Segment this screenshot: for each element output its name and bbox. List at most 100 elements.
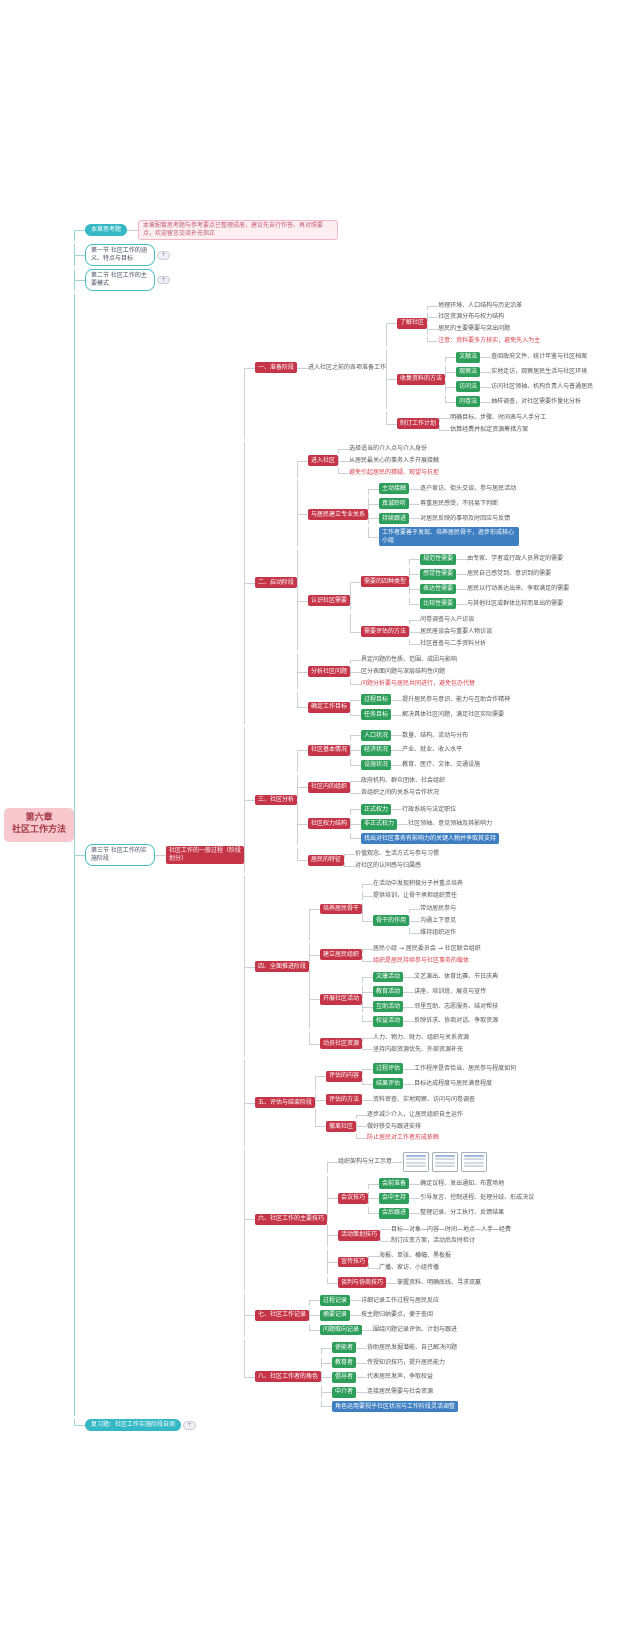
mindmap-node-plain[interactable]: 政府机构、群众团体、社会组织 xyxy=(361,777,446,785)
mindmap-node-plain[interactable]: 社区领袖、意见领袖及其影响力 xyxy=(408,820,493,828)
mindmap-node-plain[interactable]: 界定问题的性质、范围、成因与影响 xyxy=(361,656,458,664)
mindmap-node-red[interactable]: 四、全面推进阶段 xyxy=(255,961,310,973)
mindmap-node-green[interactable]: 过程评估 xyxy=(373,1063,404,1075)
mindmap-node-red[interactable]: 了解社区 xyxy=(397,317,428,329)
mindmap-node-plain[interactable]: 问卷调查与入户访谈 xyxy=(420,616,475,624)
mindmap-node-red[interactable]: 六、社区工作的主要技巧 xyxy=(255,1213,328,1225)
mindmap-node-plain[interactable]: 估算经费并拟定资源筹措方案 xyxy=(450,425,529,433)
section-2-node[interactable]: 第二节 社区工作的主要模式 xyxy=(85,269,156,291)
mindmap-node-green[interactable]: 使能者 xyxy=(332,1342,357,1354)
mindmap-node-plain[interactable]: 坚持内部资源优先、外部资源补充 xyxy=(373,1045,464,1053)
mindmap-node-red[interactable]: 评估的方法 xyxy=(326,1094,363,1106)
mindmap-node-blue[interactable]: 角色运用要视乎社区状况与工作阶段灵活调整 xyxy=(332,1401,459,1412)
mindmap-node-plain[interactable]: 确定议程、发出通知、布置场地 xyxy=(420,1179,505,1187)
mindmap-node-red[interactable]: 建立居民组织 xyxy=(320,949,363,961)
mindmap-node-green[interactable]: 互助活动 xyxy=(373,1001,404,1012)
mindmap-node-plain[interactable]: 提供培训，让骨干承担组织责任 xyxy=(373,891,458,899)
mindmap-node-red[interactable]: 与居民建立专业关系 xyxy=(308,509,369,520)
mindmap-node-green[interactable]: 访问法 xyxy=(456,381,481,393)
mindmap-node-green[interactable]: 权益活动 xyxy=(373,1015,404,1027)
mindmap-node-redtext[interactable]: 避免引起居民的猜疑、观望与抗拒 xyxy=(349,468,440,476)
mindmap-node-plain[interactable]: 社区资源分布与权力结构 xyxy=(438,313,505,321)
mindmap-node-plain[interactable]: 维持组织运作 xyxy=(420,928,457,936)
diagram-thumbnail[interactable] xyxy=(461,1151,488,1172)
mindmap-node-red[interactable]: 需要评估的方法 xyxy=(361,626,410,638)
mindmap-node-plain[interactable]: 尊重居民感受，不轻易下判断 xyxy=(420,499,499,507)
mindmap-node-plain[interactable]: 查阅政府文件、统计年鉴与社区档案 xyxy=(491,353,588,361)
mindmap-node-blue[interactable]: 工作者要善于发现、培养居民骨干，逐步形成核心小组 xyxy=(379,527,520,546)
mindmap-node-redtext[interactable]: 问题分析要与居民共同进行，避免包办代替 xyxy=(361,679,476,687)
mindmap-node-red[interactable]: 活动策划技巧 xyxy=(338,1229,381,1241)
review-node[interactable]: 复习题：社区工作实施阶段自测 xyxy=(85,1419,182,1432)
mindmap-node-red[interactable]: 社区内的组织 xyxy=(308,781,351,793)
mindmap-node-green[interactable]: 文献法 xyxy=(456,351,481,363)
collapse-badge[interactable]: + xyxy=(157,275,171,285)
mindmap-node-green[interactable]: 会中主持 xyxy=(379,1192,410,1204)
mindmap-node-plain[interactable]: 逐户家访、街头交谈、参与居民活动 xyxy=(420,484,517,492)
mindmap-node-plain[interactable]: 整理记录、分工执行、反馈结果 xyxy=(420,1209,505,1217)
mindmap-node-red[interactable]: 五、评估与结束阶段 xyxy=(255,1097,316,1109)
mindmap-node-plain[interactable]: 引导发言、控制进程、处理分歧、形成决议 xyxy=(420,1194,535,1202)
mindmap-node-plain[interactable]: 在活动中发现积极分子并重点培养 xyxy=(373,879,464,887)
mindmap-node-red[interactable]: 撤离社区 xyxy=(326,1121,357,1132)
mindmap-node-red[interactable]: 宣传技巧 xyxy=(338,1256,369,1268)
mindmap-node-red[interactable]: 居民的特征 xyxy=(308,854,345,866)
mindmap-node-plain[interactable]: 社区普查与二手资料分析 xyxy=(420,639,487,647)
mindmap-node-plain[interactable]: 教育、医疗、文体、交通设施 xyxy=(402,761,481,769)
mindmap-node-plain[interactable]: 反映诉求、协商对话、争取资源 xyxy=(414,1017,499,1025)
mindmap-node-green[interactable]: 主动接触 xyxy=(379,483,410,495)
mindmap-node-redtext[interactable]: 注意：资料要多方核实，避免先入为主 xyxy=(438,337,541,344)
mindmap-node-red[interactable]: 动员社区资源 xyxy=(320,1038,363,1049)
mindmap-node-green[interactable]: 过程记录 xyxy=(320,1295,351,1306)
root-node[interactable]: 第六章 社区工作方法 xyxy=(4,808,75,842)
mindmap-node-plain[interactable]: 数量、结构、流动与分布 xyxy=(402,731,469,739)
mindmap-node-green[interactable]: 文康活动 xyxy=(373,971,404,983)
mindmap-node-redtext[interactable]: 组织是居民持续参与社区事务的载体 xyxy=(373,956,470,964)
mindmap-node-red[interactable]: 认识社区需要 xyxy=(308,595,351,607)
mindmap-node-blue[interactable]: 找出对社区事务有影响力的关键人物并争取其支持 xyxy=(361,833,500,844)
mindmap-node-plain[interactable]: 逐步减少介入，让居民组织自主运作 xyxy=(367,1110,464,1118)
mindmap-node-green[interactable]: 非正式权力 xyxy=(361,818,398,830)
mindmap-node-red[interactable]: 分析社区问题 xyxy=(308,666,351,678)
mindmap-node-plain[interactable]: 从居民最关心的事务入手开展接触 xyxy=(349,456,440,464)
mindmap-node-red[interactable]: 二、启动阶段 xyxy=(255,577,298,588)
mindmap-node-green[interactable]: 教育活动 xyxy=(373,986,404,998)
mindmap-node-green[interactable]: 表达性需要 xyxy=(420,583,457,595)
mindmap-node-green[interactable]: 摘要记录 xyxy=(320,1309,351,1321)
mindmap-node-red[interactable]: 确定工作目标 xyxy=(308,701,351,713)
mindmap-node-green[interactable]: 倡导者 xyxy=(332,1371,357,1383)
mindmap-node-green[interactable]: 真诚聆听 xyxy=(379,498,410,510)
mindmap-node-red[interactable]: 需要的四种类型 xyxy=(361,576,410,587)
mindmap-node-plain[interactable]: 各组织之间的关系与合作状况 xyxy=(361,789,440,797)
mindmap-node-plain[interactable]: 地理环境、人口结构与历史沿革 xyxy=(438,301,523,309)
mindmap-node-green[interactable]: 问卷法 xyxy=(456,396,481,407)
mindmap-node-green[interactable]: 持续跟进 xyxy=(379,513,410,524)
mindmap-node-plain[interactable]: 提升居民参与意识、能力与互助合作精神 xyxy=(402,695,511,703)
mindmap-node-plain[interactable]: 协助居民发掘潜能、自己解决问题 xyxy=(367,1343,458,1351)
mindmap-node-plain[interactable]: 组织架构与分工示意 xyxy=(338,1157,393,1165)
mindmap-node-green[interactable]: 观察法 xyxy=(456,366,481,378)
mindmap-node-plain[interactable]: 对居民反映的事项及时回应与反馈 xyxy=(420,514,511,522)
mindmap-node-plain[interactable]: 居民小组 → 居民委员会 → 社区联合组织 xyxy=(373,944,481,952)
process-node[interactable]: 社区工作的一般过程（阶段划分） xyxy=(166,845,245,865)
mindmap-node-plain[interactable]: 居民座谈会与重要人物访谈 xyxy=(420,627,493,635)
mindmap-node-plain[interactable]: 明确目标、步骤、时间表与人手分工 xyxy=(450,413,547,421)
mindmap-node-plain[interactable]: 围绕问题记录评估、计划与跟进 xyxy=(373,1326,458,1334)
mindmap-node-green[interactable]: 骨干的作用 xyxy=(373,915,410,927)
section-1-node[interactable]: 第一节 社区工作的涵义、特点与目标 xyxy=(85,244,156,267)
mindmap-node-red[interactable]: 制订工作计划 xyxy=(397,418,440,430)
mindmap-node-plain[interactable]: 工作程序是否恰当、居民参与程度如何 xyxy=(414,1064,517,1072)
mindmap-node-plain[interactable]: 进入社区之前的各项准备工作 xyxy=(308,363,387,371)
mindmap-node-plain[interactable]: 居民的主要需要与突出问题 xyxy=(438,325,511,333)
mindmap-node-plain[interactable]: 目标—对象—内容—时间—地点—人手—经费 xyxy=(391,1225,512,1233)
mindmap-node-plain[interactable]: 传授知识技巧，提升居民能力 xyxy=(367,1358,446,1366)
mindmap-node-red[interactable]: 社区基本情况 xyxy=(308,744,351,756)
mindmap-node-green[interactable]: 规范性需要 xyxy=(420,553,457,565)
mindmap-node-green[interactable]: 感觉性需要 xyxy=(420,568,457,580)
mindmap-node-plain[interactable]: 广播、家访、小组传播 xyxy=(379,1263,440,1271)
mindmap-node-plain[interactable]: 对社区的认同感与归属感 xyxy=(355,862,422,870)
mindmap-node-green[interactable]: 比较性需要 xyxy=(420,598,457,610)
mindmap-node-plain[interactable]: 行政系统与法定职位 xyxy=(402,805,457,813)
mindmap-node-green[interactable]: 任务目标 xyxy=(361,709,392,721)
